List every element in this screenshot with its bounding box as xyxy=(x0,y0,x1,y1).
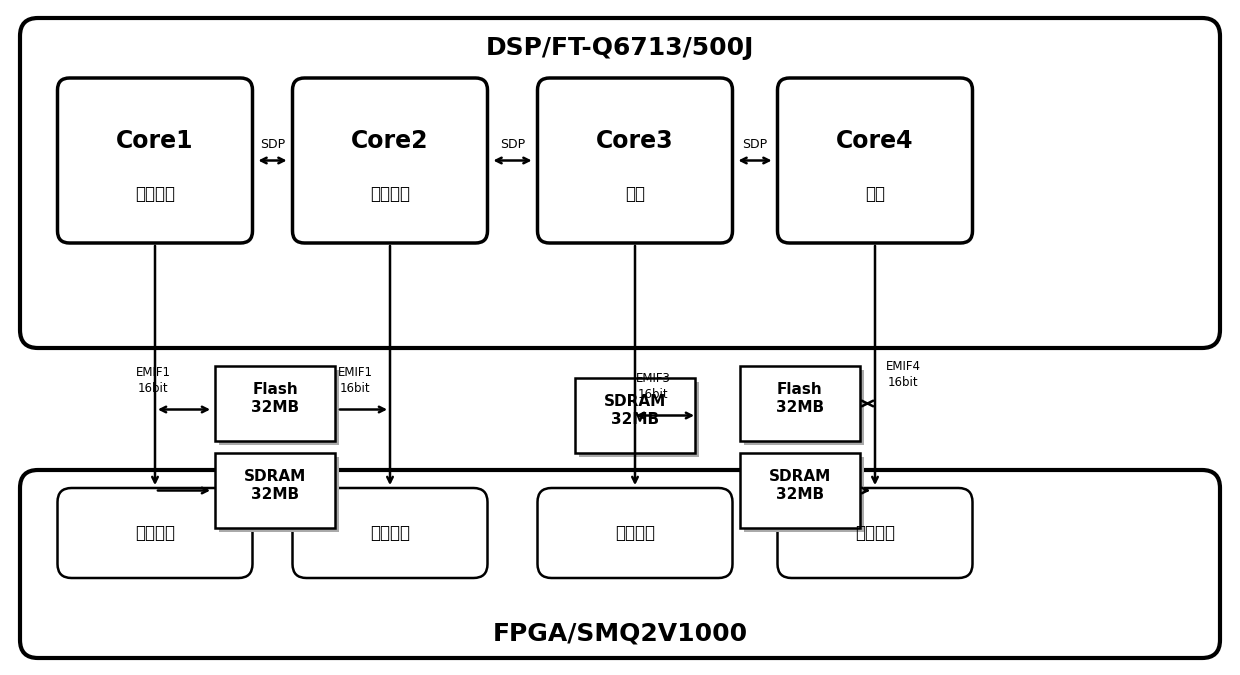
Bar xyxy=(740,453,861,528)
Text: Core1: Core1 xyxy=(117,129,193,153)
FancyBboxPatch shape xyxy=(57,488,253,578)
Text: SDRAM
32MB: SDRAM 32MB xyxy=(769,469,831,502)
Text: EMIF1
16bit: EMIF1 16bit xyxy=(135,367,171,394)
FancyBboxPatch shape xyxy=(57,78,253,243)
Text: 接口控制: 接口控制 xyxy=(135,184,175,202)
Text: 心跳监测: 心跳监测 xyxy=(135,524,175,542)
Text: 心跳监测: 心跳监测 xyxy=(370,524,410,542)
Text: Core4: Core4 xyxy=(836,129,914,153)
Text: SDP: SDP xyxy=(260,138,285,151)
Text: 心跳监测: 心跳监测 xyxy=(615,524,655,542)
Bar xyxy=(575,378,694,453)
Text: EMIF1
16bit: EMIF1 16bit xyxy=(337,367,372,394)
Text: FPGA/SMQ2V1000: FPGA/SMQ2V1000 xyxy=(492,621,748,645)
FancyBboxPatch shape xyxy=(293,488,487,578)
Text: 电机控制: 电机控制 xyxy=(370,184,410,202)
Bar xyxy=(740,366,861,441)
Text: 标定: 标定 xyxy=(866,184,885,202)
Bar xyxy=(219,457,339,532)
Text: SDRAM
32MB: SDRAM 32MB xyxy=(244,469,306,502)
Text: Flash
32MB: Flash 32MB xyxy=(776,382,825,414)
Bar xyxy=(219,370,339,445)
FancyBboxPatch shape xyxy=(537,488,733,578)
Bar xyxy=(215,366,335,441)
Bar xyxy=(744,370,864,445)
Text: Core3: Core3 xyxy=(596,129,673,153)
Text: SDP: SDP xyxy=(743,138,768,151)
FancyBboxPatch shape xyxy=(293,78,487,243)
FancyBboxPatch shape xyxy=(777,488,972,578)
Text: DSP/FT-Q6713/500J: DSP/FT-Q6713/500J xyxy=(486,36,754,60)
FancyBboxPatch shape xyxy=(777,78,972,243)
Text: Core2: Core2 xyxy=(351,129,429,153)
Text: 对准: 对准 xyxy=(625,184,645,202)
Bar xyxy=(744,457,864,532)
FancyBboxPatch shape xyxy=(20,18,1220,348)
Text: SDP: SDP xyxy=(500,138,525,151)
Bar xyxy=(579,382,699,457)
Text: SDRAM
32MB: SDRAM 32MB xyxy=(604,394,666,427)
Text: EMIF4
16bit: EMIF4 16bit xyxy=(885,360,920,389)
Bar xyxy=(215,453,335,528)
FancyBboxPatch shape xyxy=(537,78,733,243)
FancyBboxPatch shape xyxy=(20,470,1220,658)
Text: Flash
32MB: Flash 32MB xyxy=(250,382,299,414)
Text: EMIF3
16bit: EMIF3 16bit xyxy=(636,373,671,400)
Text: 心跳监测: 心跳监测 xyxy=(856,524,895,542)
